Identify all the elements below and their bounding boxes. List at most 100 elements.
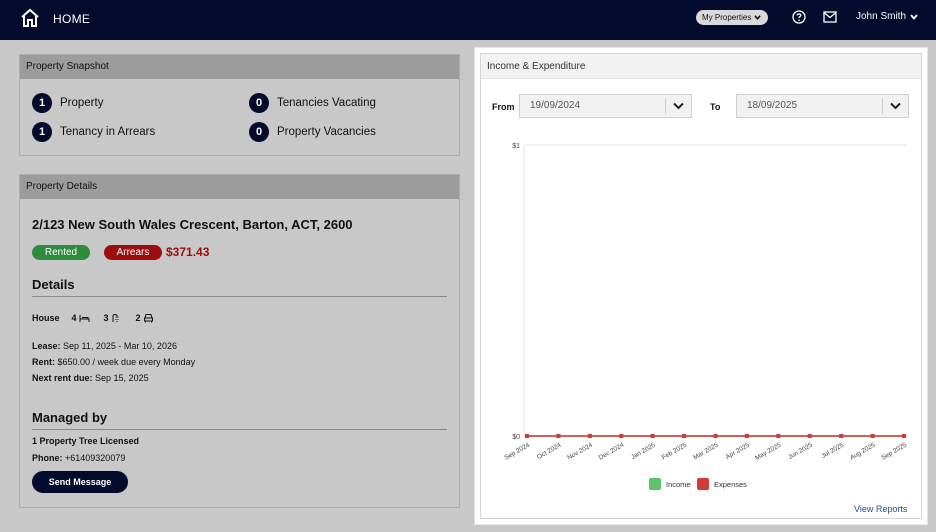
phone-value[interactable]: +61409320079	[65, 453, 126, 463]
to-date-select[interactable]: 18/09/2025	[736, 94, 909, 118]
data-point-expenses	[556, 434, 561, 438]
x-tick-label: Sep 2024	[503, 441, 531, 461]
data-point-expenses	[713, 434, 718, 438]
my-properties-label: My Properties	[702, 13, 752, 22]
snapshot-label: Property	[60, 97, 104, 109]
phone-label: Phone:	[32, 453, 63, 463]
next-rent-info: Next rent due: Sep 15, 2025	[32, 373, 149, 383]
count-badge: 1	[32, 122, 52, 142]
snapshot-item-property[interactable]: 1 Property	[32, 93, 103, 113]
from-date-select[interactable]: 19/09/2024	[519, 94, 692, 118]
x-tick-label: Mar 2025	[692, 441, 720, 461]
data-point-expenses	[525, 434, 529, 438]
data-point-expenses	[744, 434, 749, 438]
from-label: From	[492, 102, 515, 112]
to-date-caret[interactable]	[882, 98, 908, 114]
panel-title: Property Details	[20, 175, 459, 199]
property-features: House 4 3 2	[32, 313, 168, 323]
snapshot-item-tenancies-vacating[interactable]: 0 Tenancies Vacating	[249, 93, 376, 113]
x-tick-label: Jun 2025	[787, 441, 814, 461]
snapshot-label: Property Vacancies	[277, 126, 376, 138]
rent-info: Rent: $650.00 / week due every Monday	[32, 357, 195, 367]
send-message-button[interactable]: Send Message	[32, 471, 128, 493]
data-point-expenses	[902, 434, 906, 438]
data-point-expenses	[619, 434, 624, 438]
data-point-expenses	[682, 434, 687, 438]
snapshot-label: Tenancy in Arrears	[60, 126, 156, 138]
status-badge-arrears: Arrears	[104, 245, 162, 260]
chevron-down-icon	[890, 102, 901, 110]
count-badge: 0	[249, 93, 269, 113]
next-rent-value: Sep 15, 2025	[95, 373, 149, 383]
divider	[32, 296, 447, 297]
rent-label: Rent:	[32, 357, 55, 367]
arrears-amount: $371.43	[166, 245, 210, 259]
x-tick-label: Apr 2025	[725, 441, 752, 460]
details-heading: Details	[32, 277, 75, 292]
property-snapshot-panel: Property Snapshot 1 Property 0 Tenancies…	[19, 54, 460, 156]
snapshot-item-tenancy-in-arrears[interactable]: 1 Tenancy in Arrears	[32, 122, 155, 142]
data-point-expenses	[776, 434, 781, 438]
x-tick-label: May 2025	[754, 441, 783, 462]
x-tick-label: Sep 2025	[880, 441, 908, 461]
y-tick-label: $0	[512, 434, 520, 441]
x-tick-label: Dec 2024	[598, 441, 626, 461]
help-icon[interactable]	[792, 10, 806, 24]
chevron-down-icon	[673, 102, 684, 110]
bedrooms-feature: 4	[72, 313, 90, 323]
income-expenditure-chart: $0 $1 Sep 2024 Oct 2024 Nov 2024 Dec 2024 Jan …	[503, 143, 908, 490]
count-badge: 0	[249, 122, 269, 142]
x-tick-label: Jan 2025	[630, 441, 657, 461]
user-menu[interactable]: John Smith	[856, 11, 918, 22]
snapshot-label: Tenancies Vacating	[277, 97, 376, 109]
x-tick-label: Feb 2025	[661, 441, 689, 461]
data-point-expenses	[650, 434, 655, 438]
home-icon[interactable]	[20, 8, 40, 28]
legend-label-income: Income	[666, 480, 691, 489]
data-point-expenses	[839, 434, 844, 438]
lease-label: Lease:	[32, 341, 61, 351]
data-point-expenses	[587, 434, 592, 438]
property-details-panel: Property Details 2/123 New South Wales C…	[19, 174, 460, 508]
x-tick-label: Jul 2025	[820, 441, 845, 460]
manager-name-text: 1 Property Tree Licensed	[32, 436, 140, 446]
car-spaces-count: 2	[135, 313, 141, 323]
data-point-expenses	[807, 434, 812, 438]
x-tick-label: Oct 2024	[536, 441, 563, 460]
my-properties-dropdown[interactable]: My Properties	[696, 10, 769, 25]
chevron-down-icon	[754, 15, 762, 21]
property-address[interactable]: 2/123 New South Wales Crescent, Barton, …	[32, 217, 353, 232]
panel-title: Property Snapshot	[20, 55, 459, 79]
status-badge-rented: Rented	[32, 245, 90, 260]
to-label: To	[710, 102, 721, 112]
property-type: House	[32, 313, 60, 323]
bed-icon	[79, 315, 90, 322]
managed-by-heading: Managed by	[32, 410, 108, 425]
bedrooms-count: 4	[71, 313, 77, 323]
car-icon	[143, 314, 153, 323]
x-tick-label: Nov 2024	[566, 441, 594, 461]
y-tick-label: $1	[512, 143, 520, 150]
home-link[interactable]: HOME	[53, 12, 91, 26]
from-date-value: 19/09/2024	[530, 100, 581, 111]
bathrooms-count: 3	[103, 313, 109, 323]
shower-icon	[112, 314, 119, 322]
panel-title: Income & Expenditure	[481, 54, 921, 79]
top-nav-bar: HOME My Properties John Smith	[0, 0, 936, 40]
manager-name: 1 Property Tree Licensed	[32, 436, 139, 446]
x-tick-label: Aug 2025	[849, 441, 877, 461]
car-spaces-feature: 2	[136, 313, 154, 323]
chevron-down-icon	[910, 13, 918, 20]
to-date-value: 18/09/2025	[747, 100, 798, 111]
data-point-expenses	[870, 434, 875, 438]
from-date-caret[interactable]	[665, 98, 691, 114]
lease-value: Sep 11, 2025 - Mar 10, 2026	[63, 341, 177, 351]
user-name: John Smith	[856, 11, 907, 22]
income-expenditure-card: Income & Expenditure From 19/09/2024 To …	[480, 53, 922, 519]
legend-swatch-expenses	[697, 478, 709, 490]
mail-icon[interactable]	[823, 11, 837, 23]
divider	[32, 429, 447, 430]
snapshot-item-property-vacancies[interactable]: 0 Property Vacancies	[249, 122, 376, 142]
view-reports-link[interactable]: View Reports	[854, 504, 908, 514]
next-rent-label: Next rent due:	[32, 373, 93, 383]
